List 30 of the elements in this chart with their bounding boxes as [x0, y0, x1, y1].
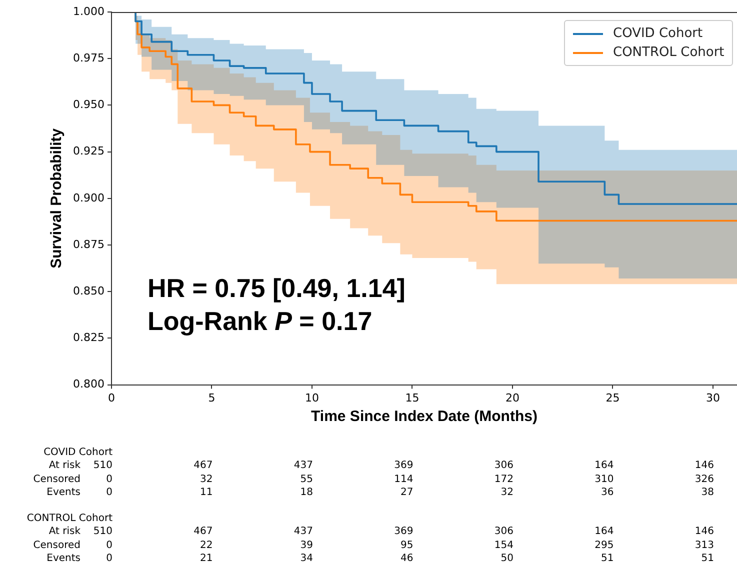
x-tick-label: 5 [208, 391, 216, 404]
x-tick-label: 20 [505, 391, 520, 404]
y-tick-label: 0.875 [72, 238, 104, 251]
x-tick-label: 25 [606, 391, 620, 404]
text: Censored 0 22 39 95 154 295 313 [33, 540, 714, 550]
x-tick-label: 10 [304, 391, 319, 404]
x-tick-label: 15 [405, 391, 420, 404]
text: CONTROL Cohort [26, 512, 112, 525]
y-tick-label: 0.800 [72, 378, 104, 391]
y-tick-label: 0.900 [72, 191, 104, 204]
text: Events 0 21 34 46 50 51 51 [46, 552, 714, 564]
x-axis-title: Time Since Index Date (Months) [311, 408, 538, 426]
y-tick-label: 1.000 [72, 4, 104, 18]
text: At risk 510 467 437 369 306 164 146 [48, 526, 714, 538]
text: At risk 510 467 437 369 306 164 146 [48, 460, 714, 472]
legend-label: COVID Cohort [613, 26, 703, 41]
text: Censored 0 32 55 114 172 310 326 [33, 474, 714, 485]
annotation: HR = 0.75 [0.49, 1.14] [147, 272, 406, 304]
y-tick-label: 0.925 [72, 144, 104, 158]
y-tick-label: 0.950 [72, 98, 104, 112]
annotation: Log-Rank P = 0.17 [147, 306, 372, 337]
y-tick-label: 0.825 [72, 331, 104, 344]
text: Events 0 11 18 27 32 36 38 [46, 486, 714, 498]
x-tick-label: 0 [108, 391, 115, 404]
x-tick-label: 30 [706, 391, 720, 404]
y-tick-label: 0.850 [72, 284, 104, 298]
y-tick-label: 0.975 [72, 51, 104, 64]
legend-label: CONTROL Cohort [613, 45, 724, 60]
text: COVID Cohort [44, 447, 112, 459]
y-axis-title: Survival Probability [48, 128, 66, 268]
